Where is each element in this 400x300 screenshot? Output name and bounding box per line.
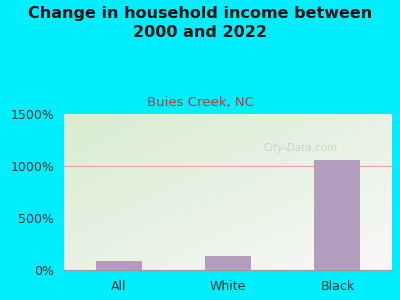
Text: Change in household income between
2000 and 2022: Change in household income between 2000 …	[28, 6, 372, 40]
Bar	[314, 160, 360, 270]
Text: City-Data.com: City-Data.com	[263, 143, 337, 153]
Bar	[96, 261, 142, 270]
Text: Buies Creek, NC: Buies Creek, NC	[146, 96, 254, 109]
Bar	[205, 256, 251, 270]
